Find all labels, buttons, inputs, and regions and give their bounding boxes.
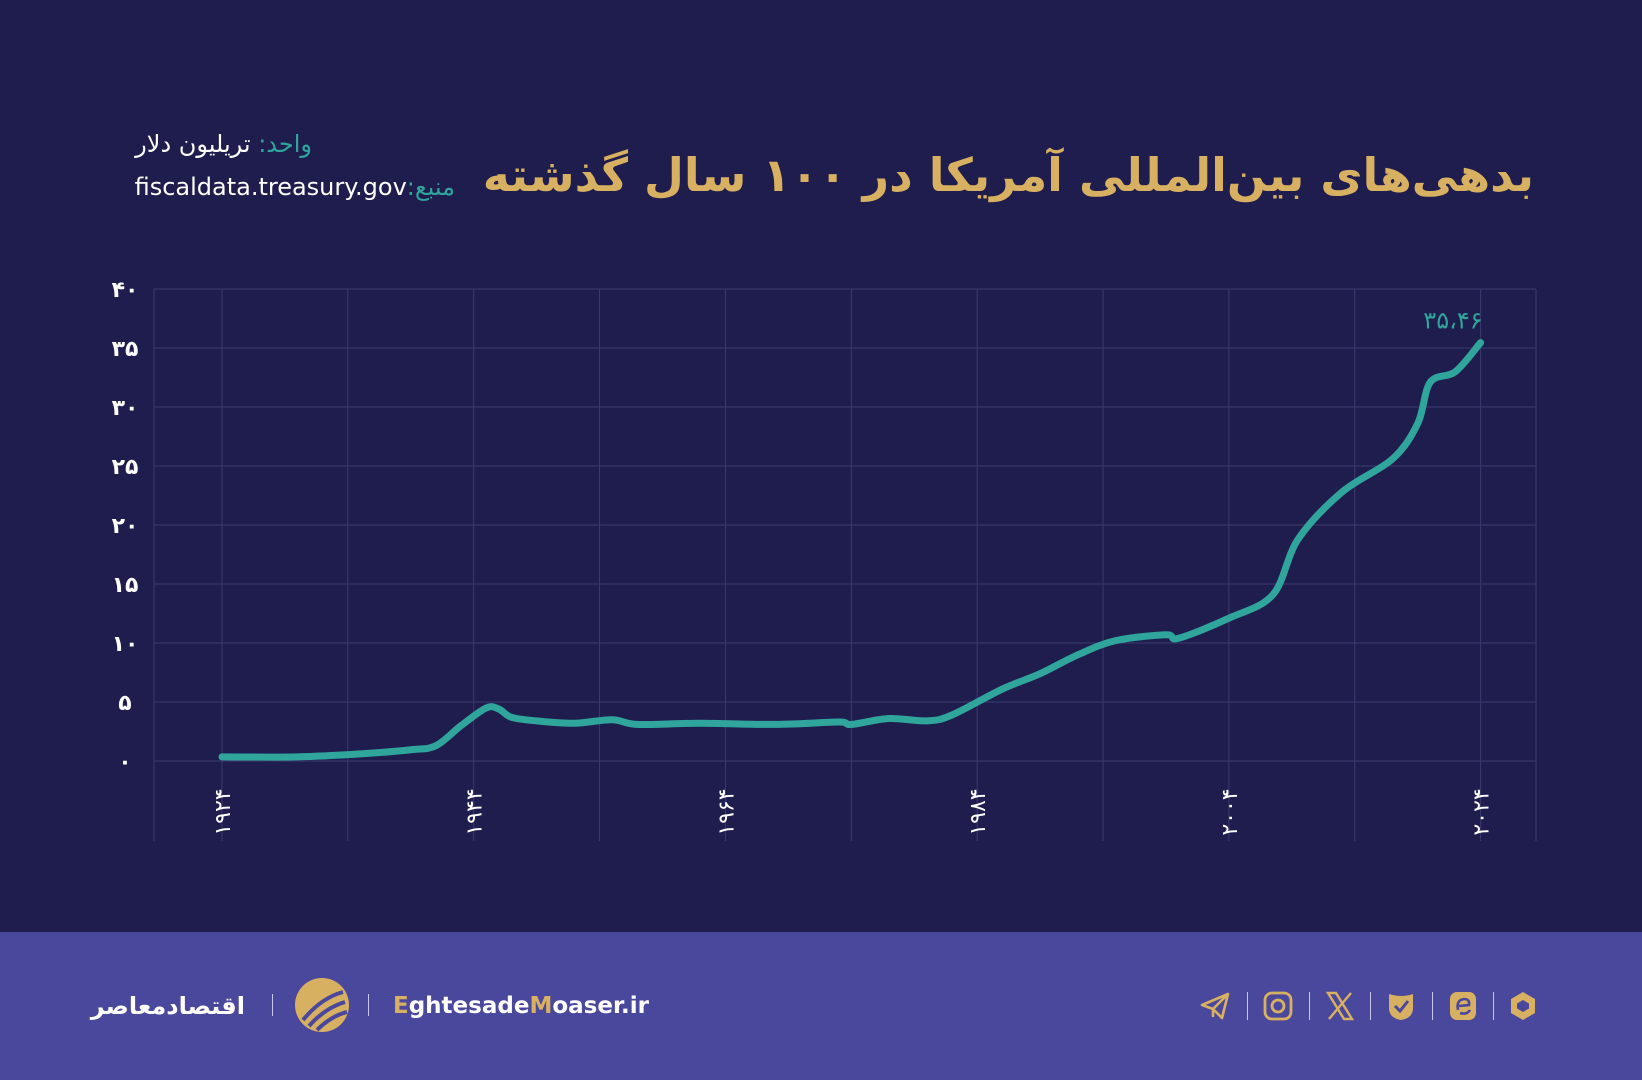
x-icon[interactable] <box>1324 990 1356 1022</box>
brand-name: اقتصادمعاصر <box>90 992 245 1020</box>
y-tick-label: ۱۵ <box>112 573 139 598</box>
divider <box>1247 992 1248 1020</box>
x-axis: ۱۹۲۴ ۱۹۴۴ ۱۹۶۴ ۱۹۸۴ ۲۰۰۴ ۲۰۲۴ <box>211 788 1495 835</box>
y-tick-label: ۲۰ <box>112 514 139 539</box>
y-axis: ۰ ۵ ۱۰ ۱۵ ۲۰ ۲۵ ۳۰ ۳۵ ۴۰ <box>112 278 139 775</box>
line-chart: ۰ ۵ ۱۰ ۱۵ ۲۰ ۲۵ ۳۰ ۳۵ ۴۰ ۱۹۲۴ ۱۹۴۴ ۱۹۶۴ ۱۹۸۴ ۲۰۰۴ ۲۰۲… <box>112 278 1537 841</box>
source-label: منبع: <box>406 173 455 201</box>
source-value: fiscaldata.treasury.gov <box>134 173 407 201</box>
site-part: oaser.ir <box>552 993 649 1019</box>
x-tick-label: ۱۹۴۴ <box>463 788 488 835</box>
logo-icon <box>301 990 348 1032</box>
divider <box>368 994 369 1016</box>
y-tick-label: ۳۰ <box>112 396 139 421</box>
last-value-label: ۳۵،۴۶ <box>1423 307 1482 335</box>
y-tick-label: ۵ <box>118 691 131 716</box>
site-initial-m: M <box>529 993 553 1019</box>
y-tick-label: ۴۰ <box>112 278 139 303</box>
unit-value: تریلیون دلار <box>135 130 251 158</box>
instagram-icon[interactable] <box>1262 990 1294 1022</box>
y-tick-label: ۰ <box>118 750 131 775</box>
x-tick-label: ۲۰۰۴ <box>1218 788 1243 835</box>
bale-icon[interactable] <box>1447 990 1479 1022</box>
divider <box>1493 992 1494 1020</box>
y-tick-label: ۳۵ <box>112 337 139 362</box>
rubika-icon[interactable] <box>1507 990 1539 1022</box>
source-note: منبع:fiscaldata.treasury.gov <box>135 173 455 201</box>
y-tick-label: ۱۰ <box>112 632 139 657</box>
grid <box>153 288 1537 841</box>
eitaa-icon[interactable] <box>1385 990 1417 1022</box>
site-initial-e: E <box>393 993 409 1019</box>
y-tick-label: ۲۵ <box>112 455 139 480</box>
unit-label: واحد: <box>258 130 312 158</box>
divider <box>1370 992 1371 1020</box>
page-title: بدهی‌های بین‌المللی آمریکا در ۱۰۰ سال گذ… <box>482 148 1534 202</box>
brand-logo <box>295 978 349 1032</box>
x-tick-label: ۱۹۸۴ <box>966 788 991 835</box>
site-part: ghtesade <box>408 993 530 1019</box>
divider <box>1432 992 1433 1020</box>
x-tick-label: ۱۹۶۴ <box>714 788 739 835</box>
series-line <box>218 339 1485 761</box>
x-tick-label: ۱۹۲۴ <box>211 788 236 835</box>
telegram-icon[interactable] <box>1199 990 1231 1022</box>
unit-note: واحد: تریلیون دلار <box>135 130 312 158</box>
divider <box>272 994 273 1016</box>
x-tick-label: ۲۰۲۴ <box>1470 788 1495 835</box>
divider <box>1309 992 1310 1020</box>
